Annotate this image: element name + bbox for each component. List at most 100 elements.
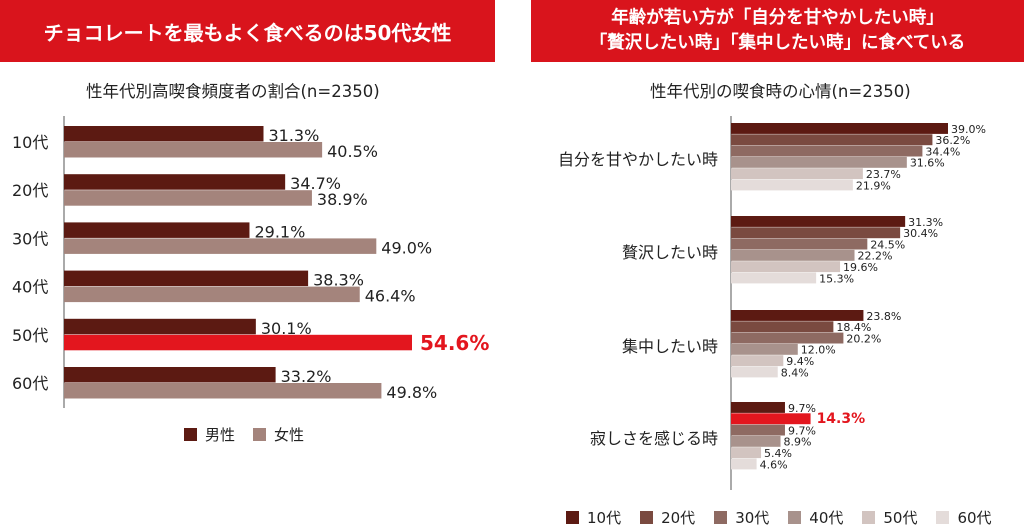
left-data-label: 29.1% bbox=[254, 222, 305, 241]
legend-label: 60代 bbox=[957, 509, 992, 527]
left-bar bbox=[64, 174, 286, 190]
right-bar bbox=[731, 261, 841, 273]
right-bar bbox=[731, 402, 785, 413]
right-banner: 年齢が若い方が「自分を甘やかしたい時」 「贅沢したい時」「集中したい時」に食べて… bbox=[531, 0, 1024, 62]
right-data-label: 23.7% bbox=[866, 168, 901, 181]
right-data-label: 20.2% bbox=[846, 332, 881, 345]
left-legend: 男性 女性 bbox=[184, 424, 304, 445]
right-banner-line2: 「贅沢したい時」「集中したい時」に食べている bbox=[589, 33, 966, 53]
right-legend-item: 50代 bbox=[862, 507, 917, 528]
right-data-label: 31.6% bbox=[910, 157, 945, 170]
legend-swatch bbox=[253, 428, 267, 441]
right-data-label: 18.4% bbox=[836, 321, 871, 334]
right-category-label: 贅沢したい時 bbox=[622, 243, 718, 262]
left-legend-item: 女性 bbox=[253, 424, 304, 445]
legend-swatch bbox=[862, 511, 876, 524]
right-data-label: 8.9% bbox=[784, 436, 812, 449]
left-chart-title: 性年代別高喫食頻度者の割合(n=2350) bbox=[86, 82, 380, 101]
right-category-label: 寂しさを感じる時 bbox=[590, 429, 718, 448]
right-bar bbox=[731, 134, 933, 146]
right-legend-item: 10代 bbox=[566, 507, 621, 528]
legend-label: 男性 bbox=[205, 426, 236, 444]
right-bar bbox=[731, 156, 907, 168]
right-data-label: 15.3% bbox=[819, 272, 854, 285]
legend-label: 50代 bbox=[883, 509, 918, 527]
right-data-label: 5.4% bbox=[764, 447, 792, 460]
right-bar bbox=[731, 343, 798, 355]
right-data-label: 30.4% bbox=[903, 227, 938, 240]
right-data-label: 14.3% bbox=[817, 411, 866, 427]
legend-label: 30代 bbox=[735, 509, 770, 527]
right-bar bbox=[731, 424, 785, 436]
legend-label: 20代 bbox=[661, 509, 696, 527]
right-data-label: 9.7% bbox=[788, 424, 816, 437]
left-data-label: 49.0% bbox=[381, 238, 432, 257]
legend-swatch bbox=[640, 511, 654, 524]
right-data-label: 39.0% bbox=[951, 123, 986, 136]
right-bar bbox=[731, 332, 844, 344]
right-bar bbox=[731, 238, 868, 250]
right-bar bbox=[731, 458, 757, 470]
right-bar bbox=[731, 447, 762, 459]
right-chart-title: 性年代別の喫食時の心情(n=2350) bbox=[650, 82, 911, 101]
legend-swatch bbox=[788, 511, 802, 524]
left-category-label: 40代 bbox=[12, 278, 48, 297]
right-category-label: 集中したい時 bbox=[622, 337, 718, 356]
left-category-label: 60代 bbox=[12, 374, 48, 393]
left-bar bbox=[64, 222, 250, 238]
right-bar bbox=[731, 355, 784, 367]
legend-swatch bbox=[936, 511, 950, 524]
left-data-label: 30.1% bbox=[261, 319, 312, 338]
right-legend-item: 60代 bbox=[936, 507, 992, 528]
right-data-label: 36.2% bbox=[935, 134, 970, 147]
left-bar bbox=[64, 318, 256, 335]
right-data-label: 9.7% bbox=[788, 402, 816, 415]
left-bar bbox=[64, 142, 323, 158]
left-bar bbox=[64, 286, 360, 303]
right-bar bbox=[731, 249, 855, 261]
right-bar bbox=[731, 168, 863, 180]
right-bar bbox=[731, 272, 817, 284]
right-banner-line1: 年齢が若い方が「自分を甘やかしたい時」 bbox=[611, 8, 944, 28]
right-data-label: 4.6% bbox=[760, 458, 788, 471]
legend-label: 10代 bbox=[587, 509, 622, 527]
left-category-label: 10代 bbox=[12, 133, 48, 152]
right-data-label: 9.4% bbox=[786, 355, 814, 368]
right-data-label: 31.3% bbox=[908, 216, 943, 229]
left-data-label: 38.3% bbox=[313, 271, 364, 290]
left-category-label: 50代 bbox=[12, 326, 48, 345]
left-bar bbox=[64, 383, 382, 399]
right-legend-item: 40代 bbox=[788, 507, 843, 528]
left-bar bbox=[64, 367, 276, 383]
right-data-label: 12.0% bbox=[801, 344, 836, 357]
legend-label: 女性 bbox=[274, 426, 305, 444]
left-bar bbox=[64, 334, 412, 351]
right-data-label: 8.4% bbox=[781, 366, 809, 379]
legend-label: 40代 bbox=[809, 509, 844, 527]
left-data-label: 46.4% bbox=[365, 287, 416, 306]
right-category-label: 自分を甘やかしたい時 bbox=[558, 150, 718, 169]
left-data-label: 49.8% bbox=[386, 383, 437, 402]
right-bar bbox=[731, 227, 901, 239]
right-bar bbox=[731, 179, 853, 191]
legend-swatch bbox=[714, 511, 728, 524]
left-banner: チョコレートを最もよく食べるのは50代女性 bbox=[0, 0, 495, 62]
left-data-label: 31.3% bbox=[268, 126, 319, 145]
right-data-label: 22.2% bbox=[858, 250, 893, 263]
left-banner-text: チョコレートを最もよく食べるのは50代女性 bbox=[43, 20, 452, 45]
right-bar bbox=[731, 123, 948, 134]
left-legend-item: 男性 bbox=[184, 424, 235, 445]
left-data-label: 34.7% bbox=[290, 174, 341, 193]
right-data-label: 23.8% bbox=[866, 310, 901, 323]
right-data-label: 21.9% bbox=[856, 179, 891, 192]
left-data-label: 38.9% bbox=[317, 190, 368, 209]
left-bar bbox=[64, 190, 312, 206]
right-bar bbox=[731, 413, 811, 425]
left-data-label: 54.6% bbox=[420, 331, 489, 355]
right-bar bbox=[731, 321, 834, 333]
right-bar bbox=[731, 145, 923, 157]
left-bar bbox=[64, 270, 309, 287]
left-category-label: 20代 bbox=[12, 181, 48, 200]
